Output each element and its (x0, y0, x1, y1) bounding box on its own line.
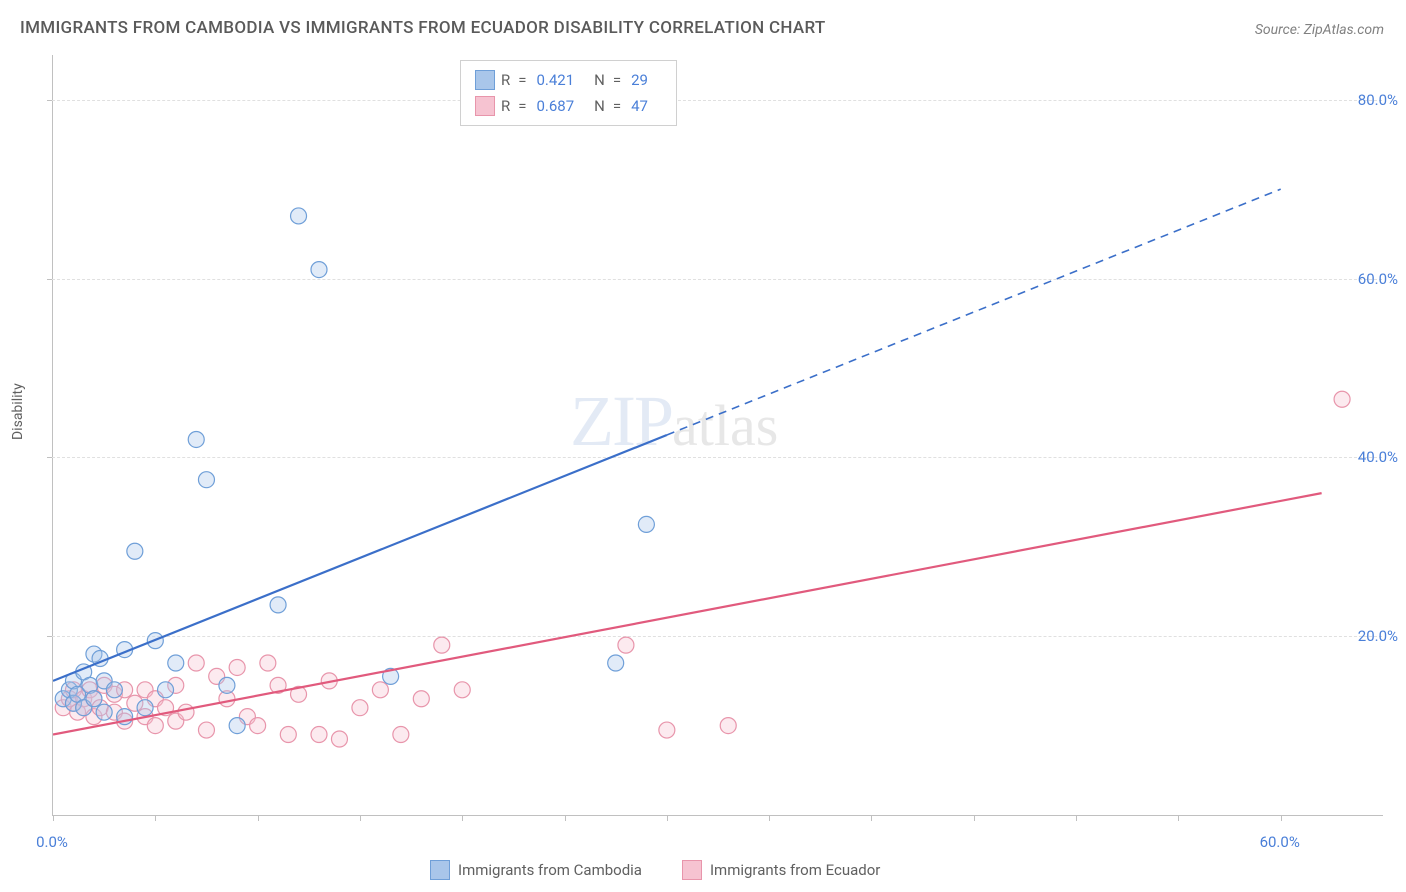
legend-r-value-cambodia: 0.421 (536, 71, 574, 89)
legend-n-value-ecuador: 47 (631, 97, 648, 115)
legend-eq: = (613, 71, 621, 89)
legend-eq: = (518, 97, 526, 115)
legend-label-cambodia: Immigrants from Cambodia (458, 861, 642, 879)
series-legend: Immigrants from Cambodia Immigrants from… (430, 860, 880, 880)
legend-label-ecuador: Immigrants from Ecuador (710, 861, 880, 879)
swatch-ecuador-bottom (682, 860, 702, 880)
x-tick (565, 815, 566, 821)
legend-r-label: R (501, 71, 510, 89)
legend-n-value-cambodia: 29 (631, 71, 648, 89)
legend-eq: = (613, 97, 621, 115)
x-tick (871, 815, 872, 821)
legend-item-ecuador: Immigrants from Ecuador (682, 860, 880, 880)
x-tick (974, 815, 975, 821)
x-tick (667, 815, 668, 821)
x-tick (360, 815, 361, 821)
legend-r-label: R (501, 97, 510, 115)
chart-title: IMMIGRANTS FROM CAMBODIA VS IMMIGRANTS F… (20, 18, 826, 38)
swatch-ecuador (475, 96, 495, 116)
correlation-legend: R = 0.421 N = 29 R = 0.687 N = 47 (460, 60, 677, 126)
x-tick (258, 815, 259, 821)
x-tick (1281, 815, 1282, 821)
x-tick (1076, 815, 1077, 821)
source-attribution: Source: ZipAtlas.com (1255, 22, 1384, 38)
x-tick (1178, 815, 1179, 821)
y-axis-label: Disability (10, 383, 26, 440)
legend-n-label: N (594, 71, 605, 89)
x-tick-label: 0.0% (36, 833, 68, 851)
chart-plot-area (52, 55, 1383, 816)
swatch-cambodia-bottom (430, 860, 450, 880)
legend-row-cambodia: R = 0.421 N = 29 (475, 67, 662, 93)
x-tick-label: 60.0% (1260, 833, 1300, 851)
x-tick (769, 815, 770, 821)
x-tick (53, 815, 54, 821)
legend-row-ecuador: R = 0.687 N = 47 (475, 93, 662, 119)
swatch-cambodia (475, 70, 495, 90)
x-tick (462, 815, 463, 821)
legend-eq: = (518, 71, 526, 89)
x-tick (155, 815, 156, 821)
legend-item-cambodia: Immigrants from Cambodia (430, 860, 642, 880)
legend-n-label: N (594, 97, 605, 115)
legend-r-value-ecuador: 0.687 (536, 97, 574, 115)
scatter-plot-svg (53, 55, 1383, 815)
